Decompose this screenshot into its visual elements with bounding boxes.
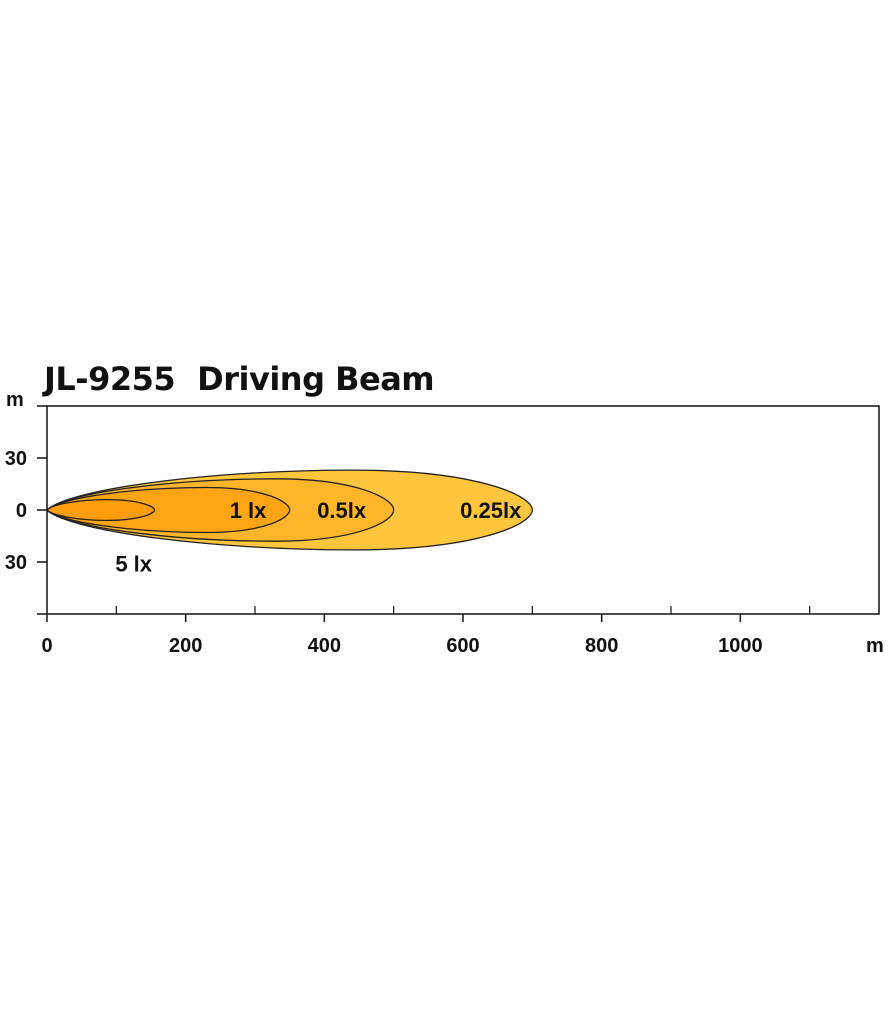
isolux-label-0: 0.25lx bbox=[460, 498, 522, 523]
y-tick-label-0: 30 bbox=[5, 448, 27, 470]
x-tick-label-4: 800 bbox=[585, 635, 618, 657]
x-unit-label: m bbox=[866, 635, 884, 657]
axis-ticks: 0 200 400 600 800 1000 30 0 30 bbox=[5, 405, 811, 657]
isolux-contour-3 bbox=[46, 498, 156, 522]
isolux-contour-2 bbox=[46, 486, 291, 534]
x-tick-label-0: 0 bbox=[41, 635, 52, 657]
chart-title-model: JL-9255 bbox=[44, 360, 176, 398]
x-tick-label-2: 400 bbox=[308, 635, 341, 657]
isolux-label-3: 5 lx bbox=[115, 552, 152, 577]
x-tick-label-5: 1000 bbox=[718, 635, 763, 657]
chart-title-name: Driving Beam bbox=[197, 360, 435, 398]
y-unit-label: m bbox=[6, 389, 24, 411]
isolux-layer: 0.25lx 0.5lx 1 lx 5 lx bbox=[46, 469, 533, 577]
y-tick-label-1: 0 bbox=[16, 500, 27, 522]
y-tick-label-2: 30 bbox=[5, 552, 27, 574]
x-tick-label-3: 600 bbox=[446, 635, 479, 657]
chart-title: JL-9255 Driving Beam bbox=[44, 360, 435, 398]
isolux-label-1: 0.5lx bbox=[317, 498, 367, 523]
isolux-label-2: 1 lx bbox=[230, 498, 267, 523]
x-tick-label-1: 200 bbox=[169, 635, 202, 657]
